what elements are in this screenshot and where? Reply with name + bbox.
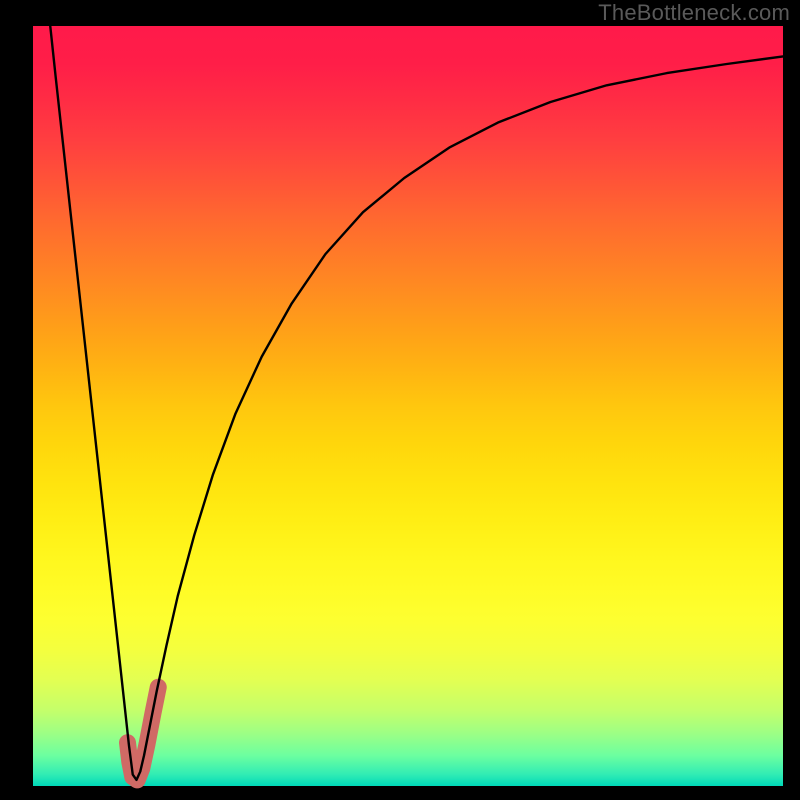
plot-frame [33,26,783,786]
watermark-text: TheBottleneck.com [598,0,790,26]
plot-svg [33,26,783,786]
main-curve [50,26,783,780]
stage: TheBottleneck.com [0,0,800,800]
